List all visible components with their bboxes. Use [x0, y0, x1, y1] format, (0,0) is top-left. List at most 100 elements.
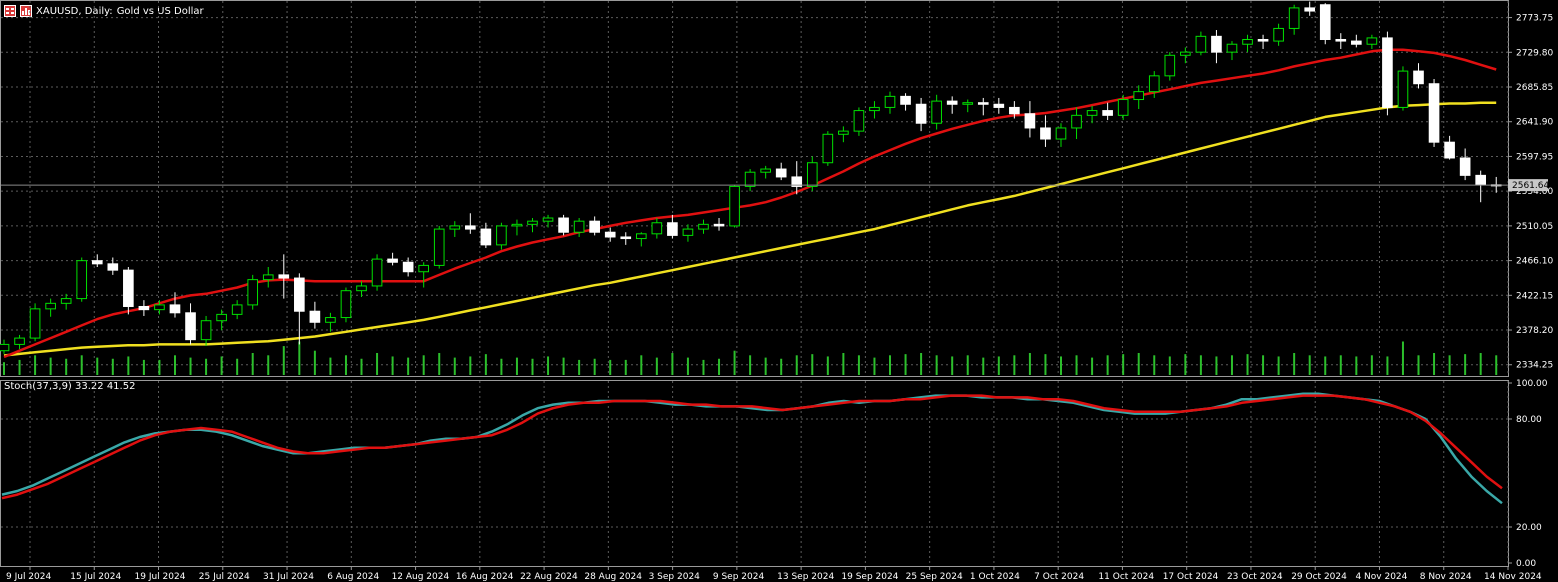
x-tick-label: 29 Oct 2024 [1291, 572, 1347, 582]
candle [1459, 148, 1471, 181]
candle [713, 218, 725, 231]
candle-body [1475, 174, 1487, 186]
candle-body [480, 228, 492, 246]
candle [806, 156, 818, 192]
candle [1319, 3, 1331, 45]
candle [604, 227, 616, 242]
candle-body [123, 269, 134, 307]
candle [667, 214, 678, 239]
candle [1040, 115, 1051, 147]
candle-body [1304, 7, 1316, 12]
candle-body [1242, 38, 1253, 45]
candle [29, 303, 41, 342]
candle [1273, 23, 1284, 46]
candle [247, 274, 259, 310]
candle-body [433, 228, 445, 266]
candle [1366, 34, 1378, 49]
candle-body [1195, 35, 1207, 53]
x-tick-label: 23 Oct 2024 [1227, 572, 1283, 582]
candle [1428, 78, 1440, 147]
candle-body [402, 261, 414, 273]
x-tick-label: 25 Sep 2024 [906, 572, 963, 582]
candle [262, 266, 274, 288]
candle [1133, 85, 1145, 110]
candle [775, 162, 787, 181]
candle-body [620, 236, 632, 240]
candle-body [1413, 70, 1424, 85]
candle-body [1133, 91, 1145, 101]
candle-body [1071, 114, 1082, 129]
candle-body [760, 168, 771, 173]
y-tick-label: 2729.80 [1516, 48, 1553, 58]
y-tick-label: 2378.20 [1516, 326, 1553, 336]
stoch-signal-line [1, 394, 1503, 500]
current-price-label: 2561.64 [1512, 181, 1549, 191]
chart-window-icon[interactable] [4, 5, 16, 17]
candle [449, 221, 461, 237]
candle-body [1148, 75, 1160, 93]
candle-body [449, 225, 461, 230]
candle [325, 312, 336, 332]
candle [558, 214, 569, 236]
candle-body [900, 95, 911, 105]
candle-body [651, 222, 663, 235]
candle [387, 252, 398, 266]
candle [231, 300, 243, 320]
candle-body [1459, 157, 1471, 176]
candle [1164, 52, 1176, 81]
x-tick-label: 8 Nov 2024 [1420, 572, 1472, 582]
candle [869, 101, 880, 119]
candle-body [278, 274, 290, 279]
candle-body [1428, 83, 1440, 143]
candle [91, 254, 103, 267]
x-tick-label: 16 Aug 2024 [456, 572, 514, 582]
candle-body [1382, 37, 1393, 108]
x-tick-label: 3 Sep 2024 [649, 572, 701, 582]
candle [1413, 63, 1424, 89]
candle [744, 169, 756, 192]
candle-body [993, 103, 1005, 108]
candle-body [465, 225, 476, 230]
candle [1024, 101, 1036, 138]
candle [729, 184, 740, 228]
candle-body [822, 133, 834, 164]
indicator-icon[interactable] [20, 5, 32, 17]
candle-body [325, 317, 336, 323]
candle [573, 218, 585, 237]
stoch-pane-frame [0, 380, 1509, 567]
candle [1086, 105, 1098, 124]
candle [791, 161, 803, 195]
candle-body [418, 264, 430, 273]
candle [1335, 33, 1347, 49]
x-tick-label: 12 Aug 2024 [392, 572, 450, 582]
candle-body [154, 304, 165, 311]
candle-body [698, 223, 709, 230]
candle [1117, 94, 1129, 121]
candle [838, 126, 849, 143]
candle-body [838, 130, 849, 135]
candle-body [216, 313, 227, 322]
candle-body [589, 220, 600, 233]
candle [1304, 1, 1316, 16]
x-tick-label: 4 Nov 2024 [1355, 572, 1407, 582]
candle-body [1040, 127, 1051, 140]
x-tick-label: 25 Jul 2024 [199, 572, 250, 582]
candle-body [200, 320, 212, 341]
candle-body [853, 110, 865, 132]
candle [480, 222, 492, 249]
x-tick-label: 1 Oct 2024 [970, 572, 1020, 582]
candle [853, 107, 865, 136]
candle [1351, 34, 1362, 48]
candle [1226, 41, 1238, 61]
candle [1475, 170, 1487, 203]
candle-body [356, 285, 367, 292]
candle-body [294, 277, 305, 312]
candle-body [542, 217, 554, 222]
candle [1195, 31, 1207, 56]
x-tick-label: 28 Aug 2024 [584, 572, 642, 582]
y-tick-label: 2466.10 [1516, 257, 1553, 267]
candle [946, 96, 958, 114]
candle-body [1273, 27, 1284, 42]
candle [1444, 135, 1455, 160]
